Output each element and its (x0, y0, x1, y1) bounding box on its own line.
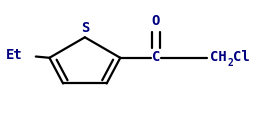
Text: CH: CH (210, 50, 227, 64)
Text: C: C (152, 50, 160, 64)
Text: Cl: Cl (234, 50, 250, 64)
Text: O: O (152, 14, 160, 28)
Text: Et: Et (6, 48, 22, 62)
Text: S: S (81, 21, 89, 35)
Text: 2: 2 (227, 58, 233, 68)
